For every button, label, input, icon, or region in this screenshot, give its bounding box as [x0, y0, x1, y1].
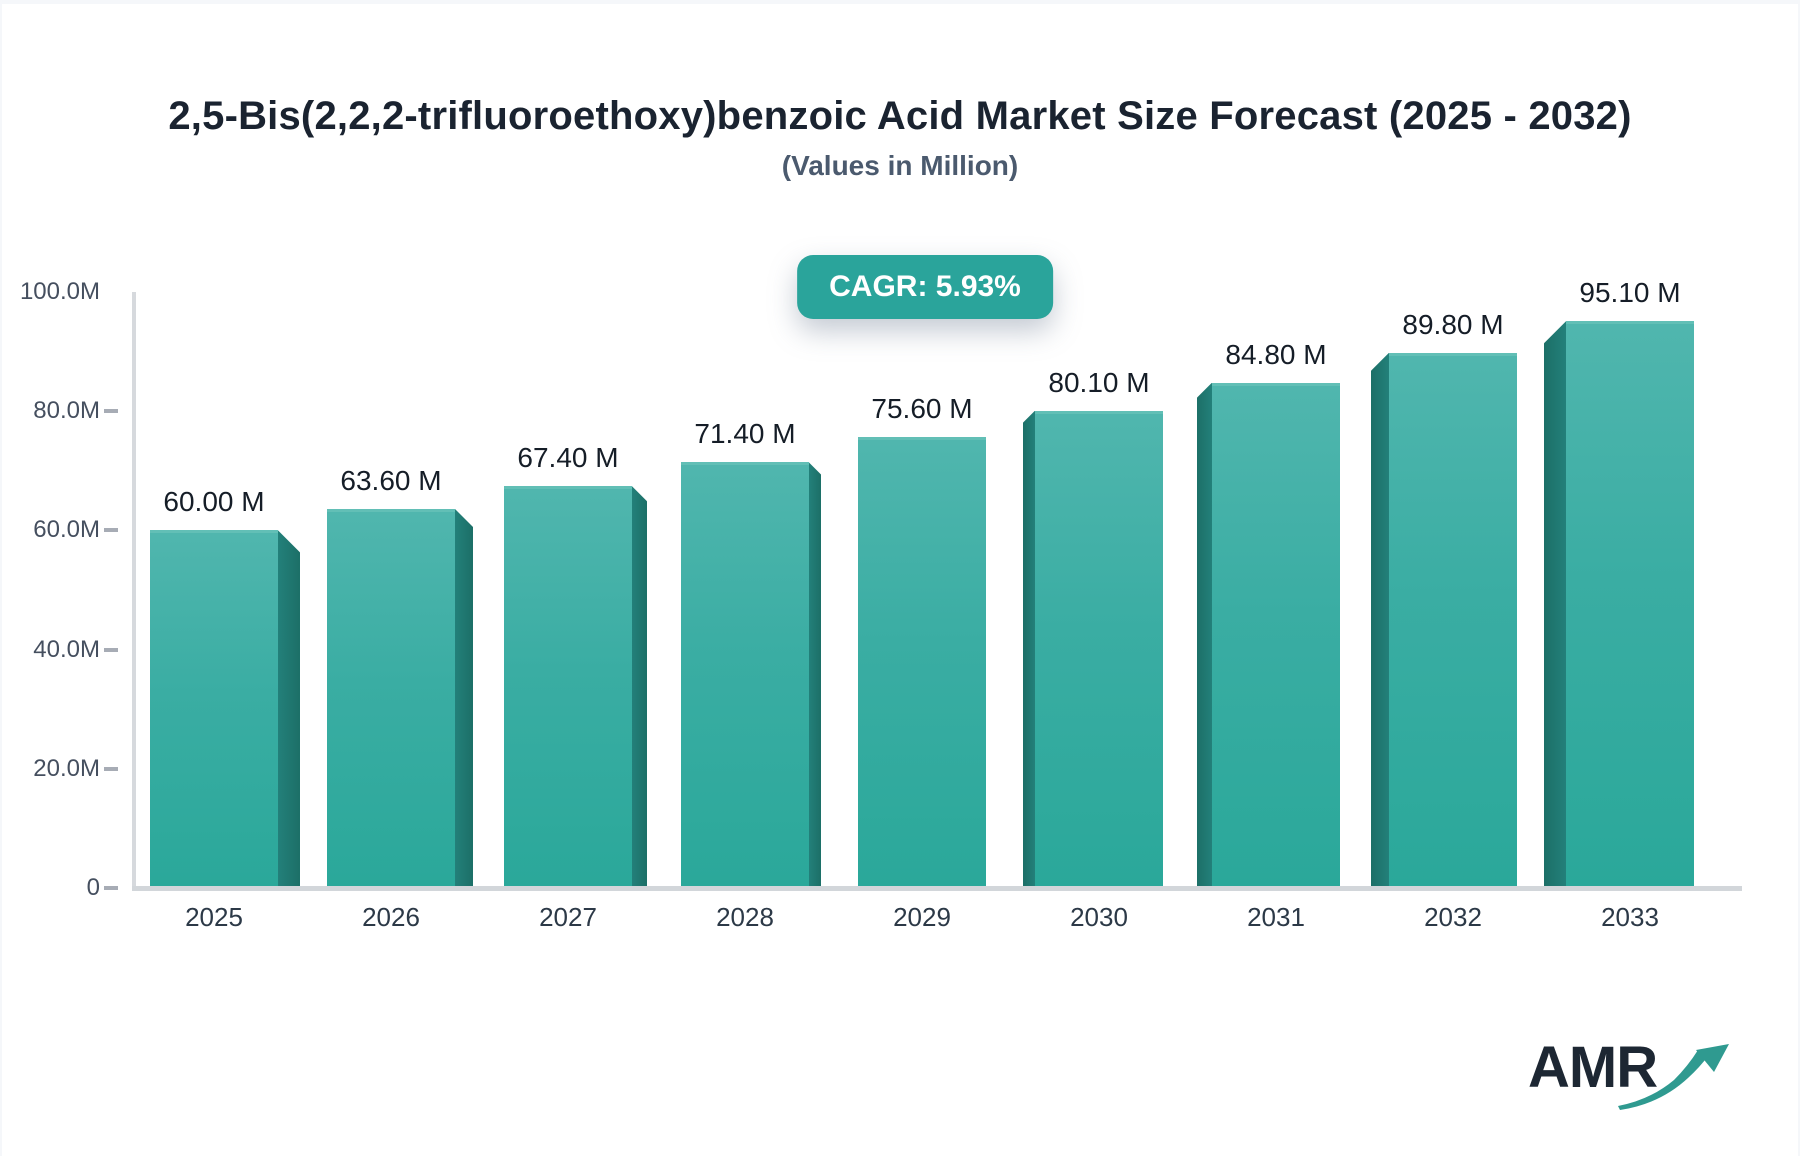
bar-3d-side-panel [1197, 382, 1212, 890]
x-axis-year-label: 2025 [185, 902, 243, 932]
y-axis-tick-label: 40.0M [33, 635, 100, 663]
bar-value-label: 95.10 M [1579, 277, 1681, 309]
page-edge-strip-right [1798, 0, 1800, 1156]
x-axis-year-label: 2027 [539, 902, 597, 932]
bar-value-label: 89.80 M [1402, 308, 1504, 340]
y-axis-line [132, 292, 136, 888]
y-axis-tick-label: 100.0M [19, 278, 100, 305]
bar-3d-side-panel [1371, 352, 1389, 890]
bar-value-label: 63.60 M [340, 464, 442, 496]
bar-2029 [858, 437, 986, 890]
y-axis-tick-label: 20.0M [33, 754, 100, 782]
bar-3d-side-panel [809, 462, 821, 890]
bar-value-label: 71.40 M [694, 418, 796, 450]
bar-2028 [681, 462, 809, 890]
y-axis-tick-mark [104, 766, 118, 771]
bar-2031 [1212, 382, 1340, 890]
x-axis-year-label: 2031 [1247, 902, 1305, 932]
chart-subtitle: (Values in Million) [781, 150, 1019, 181]
amr-logo: AMR [1528, 1030, 1738, 1120]
y-axis-tick-mark [104, 886, 118, 890]
x-axis-year-label: 2029 [893, 902, 951, 932]
bar-2033 [1566, 321, 1694, 890]
page-edge-strip [0, 0, 1800, 4]
bar-2032 [1389, 352, 1517, 890]
x-axis-year-label: 2026 [362, 902, 420, 932]
x-axis-year-label: 2030 [1070, 902, 1128, 932]
growth-arrow-icon [1618, 1044, 1729, 1110]
amr-logo-text: AMR [1528, 1035, 1658, 1100]
cagr-badge: CAGR: 5.93% [797, 255, 1053, 319]
bar-3d-side-panel [278, 530, 300, 890]
y-axis-tick-label: 60.0M [33, 516, 100, 544]
y-axis-tick-mark [104, 528, 118, 533]
y-axis-tick-mark [104, 409, 118, 414]
bar-value-label: 84.80 M [1225, 338, 1327, 370]
bar-3d-side-panel [1023, 410, 1035, 890]
y-axis-tick-label: 0 [86, 874, 100, 901]
x-axis-year-label: 2028 [716, 902, 774, 932]
y-axis-tick-mark [104, 647, 118, 652]
y-axis-tick-label: 80.0M [33, 397, 100, 425]
bar-3d-side-panel [455, 508, 473, 890]
bar-value-label: 60.00 M [163, 486, 265, 518]
bar-2027 [504, 486, 632, 890]
bar-value-label: 75.60 M [871, 393, 973, 425]
x-axis-baseline [132, 886, 1742, 891]
bar-2030 [1035, 410, 1163, 890]
x-axis-year-label: 2033 [1601, 902, 1659, 932]
bar-2026 [327, 508, 455, 890]
bar-2025 [150, 530, 278, 890]
bar-3d-side-panel [632, 486, 647, 890]
page-edge-strip-left [0, 0, 2, 1156]
bar-value-label: 80.10 M [1048, 366, 1150, 398]
chart-title: 2,5-Bis(2,2,2-trifluoroethoxy)benzoic Ac… [168, 94, 1632, 138]
x-axis-year-label: 2032 [1424, 902, 1482, 932]
bar-value-label: 67.40 M [517, 442, 619, 474]
bar-3d-side-panel [1544, 321, 1566, 890]
